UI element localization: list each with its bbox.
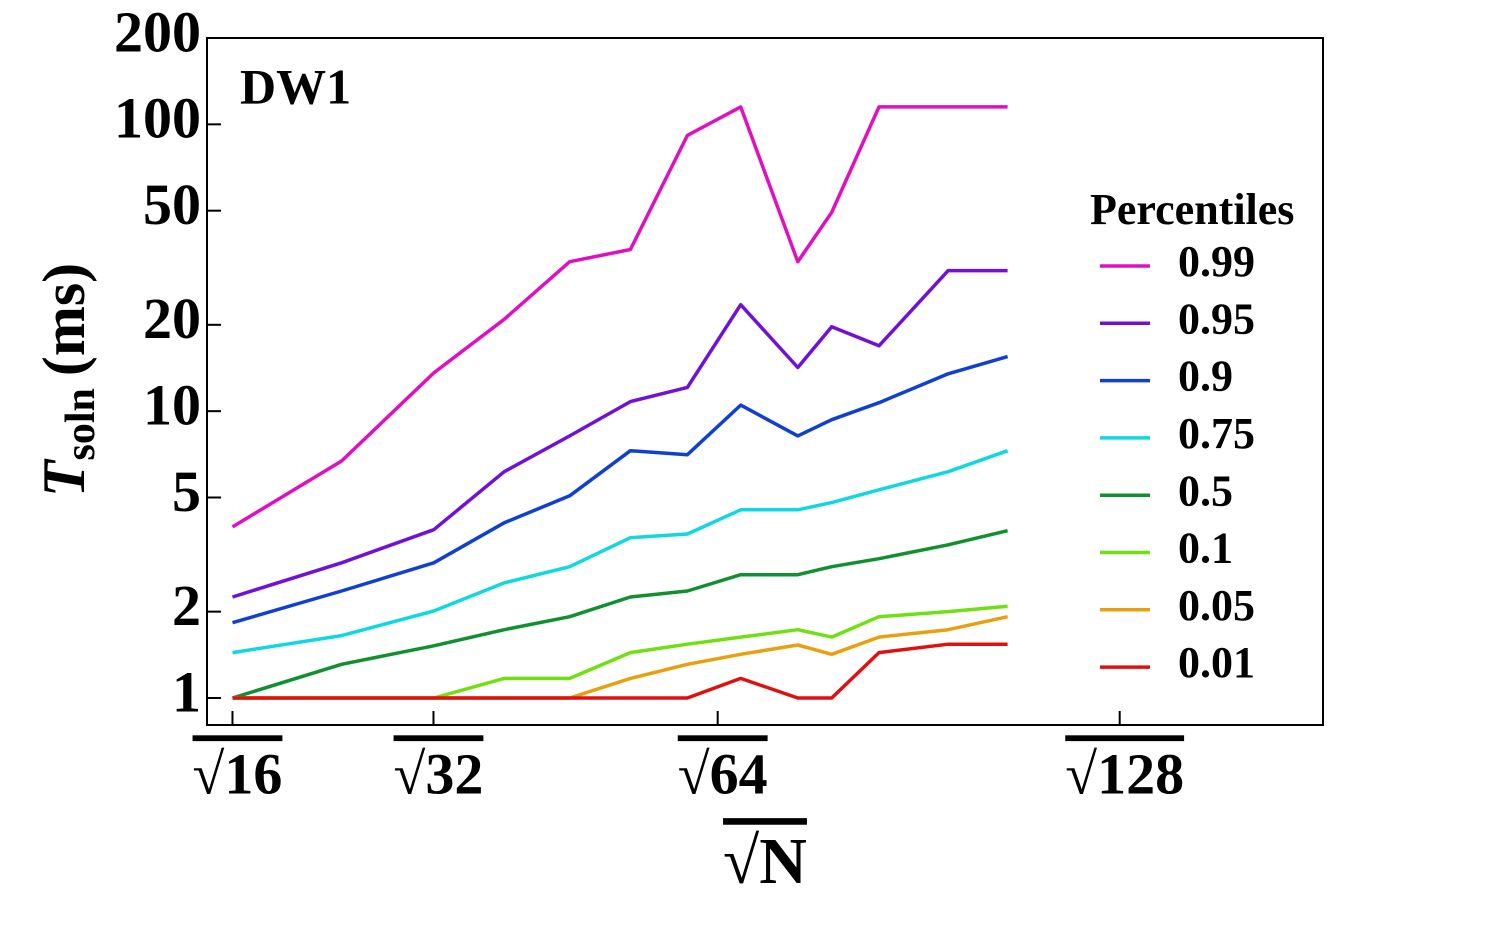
series-line [231,105,1008,529]
legend-label: 0.01 [1178,638,1255,687]
y-label-unit: (ms) [31,263,97,376]
legend-label: 0.9 [1178,352,1233,401]
legend-label: 0.75 [1178,409,1255,458]
y-tick-label: 5 [172,459,201,524]
y-tick-label: 100 [114,86,201,151]
y-tick-label: 10 [143,372,201,437]
x-axis-label: √N [723,825,807,898]
series-line [231,528,1009,700]
legend-title: Percentiles [1090,185,1294,234]
x-tick-label: √64 [678,741,768,806]
y-label-symbol: T [31,458,97,497]
series-line [232,354,1009,625]
legend-label: 0.99 [1178,237,1255,286]
series-line [232,642,1008,700]
legend-label: 0.5 [1178,466,1233,515]
x-tick-label: √128 [1065,741,1184,806]
annotation: DW1 [240,58,351,114]
y-tick-label: 2 [172,573,201,638]
y-label-subscript: soln [58,388,104,460]
y-tick-label: 20 [143,286,201,351]
legend-label: 0.95 [1178,294,1255,343]
legend-label: 0.05 [1178,581,1255,630]
y-tick-label: 200 [114,0,201,64]
y-tick-label: 1 [172,659,201,724]
legend-label: 0.1 [1178,524,1233,573]
x-tick-label: √32 [394,741,484,806]
series-line [231,268,1008,599]
y-axis-label: Tsoln (ms) [31,263,104,497]
x-tick-label: √16 [193,741,283,806]
plot-frame [206,37,1324,726]
series-line [232,449,1009,655]
y-tick-label: 50 [143,172,201,237]
